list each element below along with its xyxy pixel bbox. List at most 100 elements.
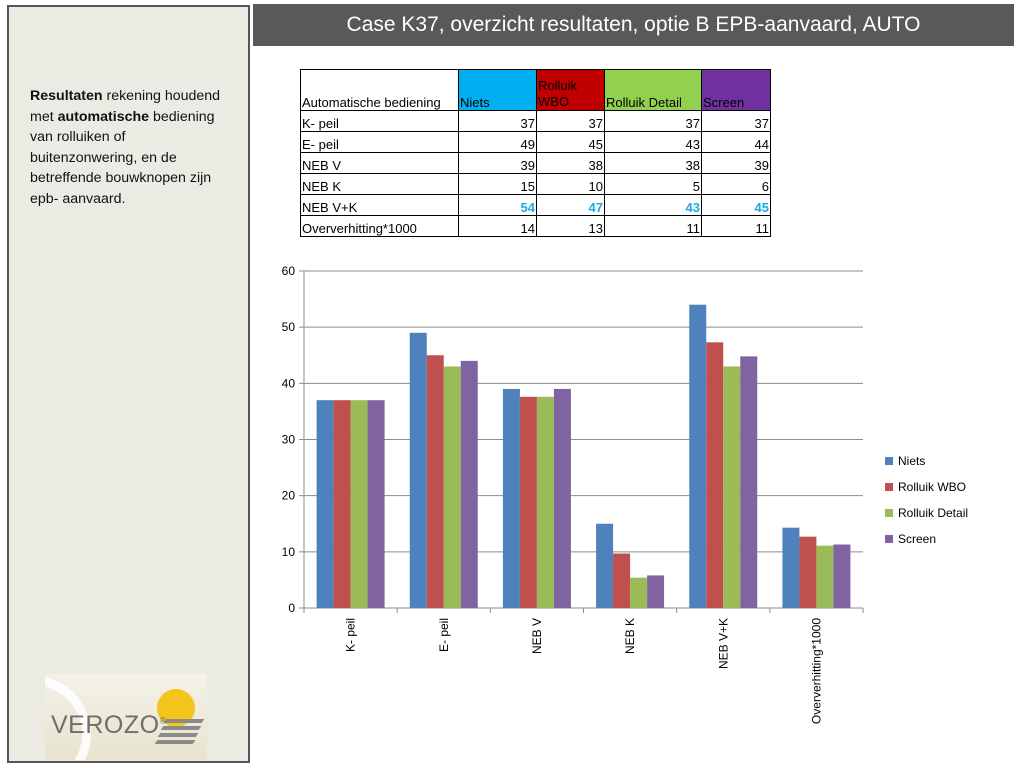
table-row: K- peil 37 37 37 37 [300, 110, 771, 132]
logo-wordmark: VEROZO® [51, 711, 167, 740]
table-cell: 38 [536, 152, 605, 174]
bar-rolluik-detail [536, 396, 554, 608]
table-cell: 54 [458, 194, 537, 216]
legend-label: Screen [898, 532, 936, 546]
bar-screen [553, 388, 571, 608]
y-tick-label: 30 [282, 433, 296, 447]
legend-label: Niets [898, 454, 925, 468]
table-cell: 37 [536, 110, 605, 132]
x-tick-label: NEB V+K [716, 618, 730, 669]
table-cell: 39 [458, 152, 537, 174]
table-cell: 37 [458, 110, 537, 132]
y-tick-label: 20 [282, 489, 296, 503]
x-tick-label: NEB K [623, 618, 637, 654]
bar-rolluik-detail [443, 366, 461, 608]
sidebar-text-2: bediening van rolluiken of buitenzonweri… [30, 108, 215, 207]
bar-rolluik-detail [723, 366, 741, 608]
logo-text: VEROZO [51, 711, 160, 739]
bar-niets [782, 527, 800, 608]
sidebar-text-1: rekening houdend met [30, 88, 221, 125]
sidebar-bold-results: Resultaten [30, 88, 103, 104]
legend-label: Rolluik WBO [898, 480, 966, 494]
table-header-screen: Screen [701, 69, 771, 111]
table-cell: 14 [458, 215, 537, 237]
table-cell: 13 [536, 215, 605, 237]
bar-rolluik-detail [816, 545, 834, 608]
table-cell: 5 [604, 173, 702, 195]
table-cell: 45 [701, 194, 771, 216]
x-tick-label: K- peil [344, 618, 358, 652]
table-cell: 45 [536, 131, 605, 153]
bar-niets [596, 523, 614, 608]
table-row-label: K- peil [300, 110, 459, 132]
table-header-row: Automatische bediening Niets Rolluik WBO… [300, 69, 771, 111]
table-row-label: E- peil [300, 131, 459, 153]
y-tick-label: 40 [282, 376, 296, 390]
bar-rolluik-detail [630, 577, 648, 608]
bar-chart: 0 10 20 30 40 50 60 K- peil E- peil NEB V NEB K NEB… [282, 264, 968, 724]
table-row: NEB K 15 10 5 6 [300, 173, 771, 195]
table-cell: 43 [604, 194, 702, 216]
x-tick-label: NEB V [530, 618, 544, 654]
bar-rolluik-wbo [799, 536, 817, 608]
bar-niets [316, 400, 334, 608]
legend-swatch [885, 535, 893, 543]
legend-swatch [885, 457, 893, 465]
bar-niets [409, 332, 427, 608]
bar-rolluik-wbo [519, 396, 537, 608]
bar-rolluik-wbo [706, 342, 724, 608]
bar-rolluik-wbo [613, 553, 631, 608]
bar-rolluik-wbo [333, 400, 351, 608]
table-cell: 49 [458, 131, 537, 153]
logo-stripe [154, 740, 196, 744]
legend-label: Rolluik Detail [898, 506, 968, 520]
sidebar-panel: Resultaten rekening houdend met automati… [7, 5, 250, 763]
table-cell: 39 [701, 152, 771, 174]
x-tick-label: Oververhitting*1000 [809, 618, 823, 724]
table-row: E- peil 49 45 43 44 [300, 131, 771, 153]
y-tick-label: 50 [282, 320, 296, 334]
bar-niets [502, 388, 520, 608]
table-row-highlighted: NEB V+K 54 47 43 45 [300, 194, 771, 216]
table-cell: 37 [701, 110, 771, 132]
table-header-niets: Niets [458, 69, 537, 111]
logo-stripe [160, 726, 202, 730]
table-cell: 44 [701, 131, 771, 153]
y-tick-label: 10 [282, 545, 296, 559]
table-corner-header: Automatische bediening [300, 69, 459, 111]
bar-niets [689, 304, 707, 608]
y-tick-label: 60 [282, 264, 296, 278]
logo-stripe [163, 719, 205, 723]
logo-registered-mark: ® [159, 715, 167, 726]
table-row: Oververhitting*1000 14 13 11 11 [300, 215, 771, 237]
page-title: Case K37, overzicht resultaten, optie B … [253, 4, 1014, 46]
results-table: Automatische bediening Niets Rolluik WBO… [300, 69, 771, 237]
legend-swatch [885, 483, 893, 491]
bar-screen [460, 360, 478, 608]
table-cell: 47 [536, 194, 605, 216]
verozo-logo: VEROZO® [45, 674, 207, 760]
bar-screen [833, 544, 851, 608]
table-cell: 38 [604, 152, 702, 174]
table-row-label: NEB V+K [300, 194, 459, 216]
bar-screen [740, 356, 758, 608]
table-cell: 15 [458, 173, 537, 195]
y-tick-label: 0 [288, 601, 295, 615]
sidebar-description: Resultaten rekening houdend met automati… [30, 86, 235, 209]
table-cell: 43 [604, 131, 702, 153]
table-cell: 10 [536, 173, 605, 195]
table-row: NEB V 39 38 38 39 [300, 152, 771, 174]
bar-rolluik-detail [350, 400, 368, 608]
table-cell: 37 [604, 110, 702, 132]
sidebar-bold-automatic: automatische [57, 108, 150, 125]
table-cell: 11 [604, 215, 702, 237]
table-header-rolluik-wbo: Rolluik WBO [536, 69, 605, 111]
table-row-label: NEB V [300, 152, 459, 174]
table-row-label: Oververhitting*1000 [300, 215, 459, 237]
bar-screen [647, 575, 665, 608]
bar-screen [367, 400, 385, 608]
table-cell: 11 [701, 215, 771, 237]
legend-swatch [885, 509, 893, 517]
x-tick-label: E- peil [437, 618, 451, 652]
table-row-label: NEB K [300, 173, 459, 195]
